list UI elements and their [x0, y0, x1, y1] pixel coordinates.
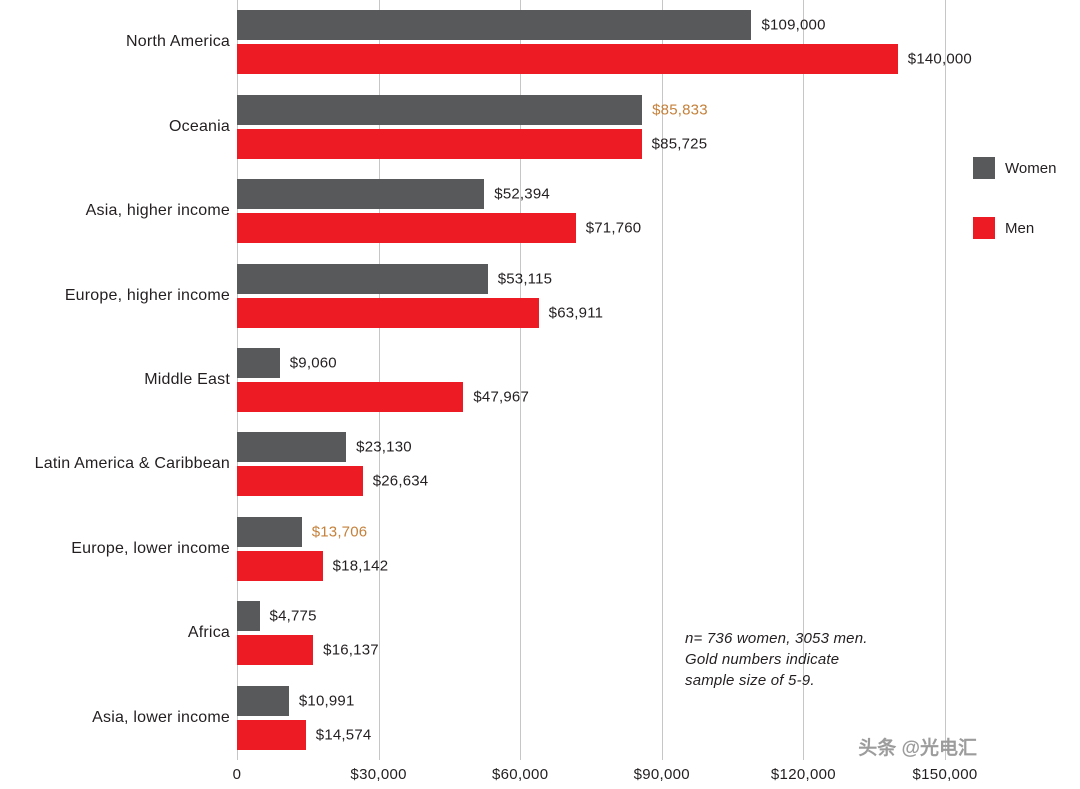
legend-item-men: Men	[973, 217, 1056, 239]
value-label: $13,706	[311, 523, 368, 541]
value-label: $71,760	[585, 219, 642, 237]
women-color-swatch	[973, 157, 995, 179]
value-label: $9,060	[289, 354, 337, 372]
value-label: $85,725	[651, 135, 708, 153]
x-tick-label: 0	[232, 766, 242, 783]
gridline	[803, 0, 805, 760]
value-label: $18,142	[332, 557, 389, 575]
sample-size-annotation: n= 736 women, 3053 men. Gold numbers ind…	[685, 628, 868, 691]
x-axis: 0 $30,000 $60,000 $90,000 $120,000 $150,000	[233, 764, 978, 788]
bar-men	[237, 382, 464, 412]
value-label: $47,967	[473, 388, 530, 406]
legend-label-men: Men	[1005, 219, 1035, 237]
bar-women	[237, 179, 485, 210]
bar-men	[237, 550, 323, 581]
bar-men	[237, 44, 898, 75]
category-label: Asia, higher income	[85, 202, 230, 220]
value-label: $63,911	[548, 304, 604, 322]
watermark: 头条 @光电汇	[858, 738, 977, 759]
value-label: $14,574	[315, 726, 372, 744]
value-label: $140,000	[907, 50, 972, 68]
value-label: $23,130	[356, 438, 412, 456]
bar-women	[237, 685, 289, 716]
gridline	[378, 0, 380, 760]
bar-men	[237, 635, 314, 666]
bar-women	[237, 348, 280, 378]
annotation-line-1: n= 736 women, 3053 men.	[685, 630, 868, 647]
men-color-swatch	[973, 217, 995, 239]
bar-women	[237, 10, 752, 41]
bar-women	[237, 263, 488, 294]
category-label: Asia, lower income	[92, 708, 230, 726]
annotation-line-2: Gold numbers indicate	[685, 651, 840, 668]
value-label: $109,000	[761, 16, 826, 34]
gridline	[237, 0, 238, 760]
legend: Women Men	[973, 157, 1056, 239]
bar-women	[237, 432, 347, 463]
plot-area: $109,000 $140,000 $85,833 $85,725 $52,394 $71…	[237, 0, 972, 760]
category-label: Europe, higher income	[64, 286, 230, 304]
bar-women	[237, 601, 260, 632]
category-label: Oceania	[169, 117, 230, 135]
legend-item-women: Women	[973, 157, 1056, 179]
category-label: Africa	[187, 624, 230, 642]
value-label: $52,394	[494, 185, 550, 203]
bar-women	[237, 516, 302, 547]
category-labels: North America Oceania Asia, higher income E…	[0, 0, 230, 760]
x-tick-label: $120,000	[770, 766, 836, 783]
x-tick-label: $150,000	[912, 766, 978, 783]
bar-men	[237, 466, 363, 497]
x-tick-label: $90,000	[633, 766, 690, 783]
value-label: $26,634	[372, 472, 429, 490]
x-tick-label: $30,000	[350, 766, 407, 783]
value-label: $85,833	[652, 101, 708, 119]
category-label: Latin America & Caribbean	[34, 455, 230, 473]
gridline	[661, 0, 663, 760]
annotation-line-3: sample size of 5-9.	[685, 672, 815, 689]
bar-women	[237, 94, 643, 125]
category-label: Middle East	[144, 371, 230, 388]
category-label: North America	[126, 33, 230, 51]
value-label: $16,137	[323, 641, 379, 659]
x-tick-label: $60,000	[492, 766, 549, 783]
category-label: Europe, lower income	[71, 539, 230, 557]
gridline	[945, 0, 946, 760]
value-label: $53,115	[497, 270, 553, 288]
bar-men	[237, 719, 306, 750]
legend-label-women: Women	[1005, 159, 1057, 177]
gridline	[520, 0, 522, 760]
value-label: $10,991	[298, 692, 355, 710]
value-label: $4,775	[269, 607, 317, 625]
bar-men	[237, 128, 642, 159]
bar-men	[237, 297, 539, 328]
bar-men	[237, 213, 576, 244]
